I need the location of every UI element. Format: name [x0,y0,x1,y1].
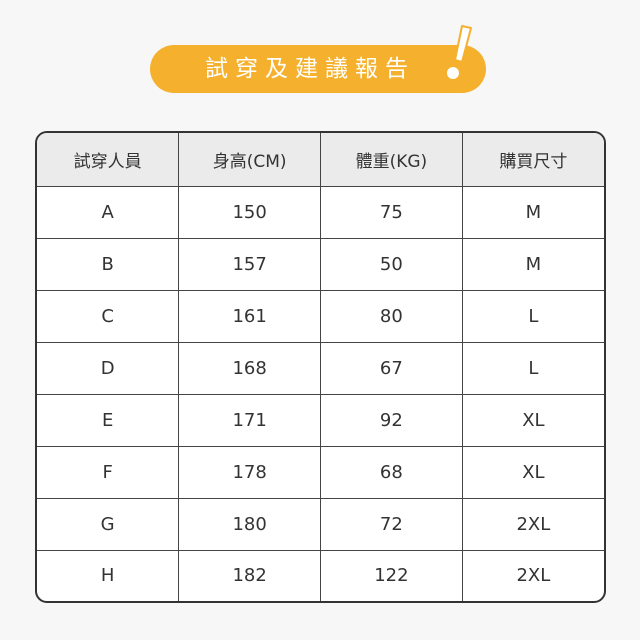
table-cell: A [37,186,180,239]
table-cell: M [461,237,604,291]
table-cell: E [37,393,180,447]
table-cell: 168 [178,341,321,395]
table-row: E 171 92 XL [37,393,604,447]
table-row: D 168 67 L [37,341,604,395]
table-cell: 68 [320,445,463,499]
table-cell: 67 [320,341,463,395]
table-cell: D [37,341,180,395]
table-cell: 92 [320,393,463,447]
table-cell: 182 [178,549,321,601]
page-title: 試穿及建議報告 [205,56,415,82]
column-header: 試穿人員 [37,133,180,187]
table-cell: 171 [178,393,321,447]
table-cell: 50 [320,237,463,291]
table-cell: XL [461,445,604,499]
column-header: 身高(CM) [178,133,321,187]
table-cell: L [461,289,604,343]
table-row: F 178 68 XL [37,445,604,499]
table-cell: 180 [178,497,321,551]
table-cell: 150 [178,186,321,239]
table-cell: G [37,497,180,551]
table-cell: 72 [320,497,463,551]
table-row: G 180 72 2XL [37,497,604,551]
table-cell: M [461,186,604,239]
table-cell: 75 [320,186,463,239]
column-header: 體重(KG) [320,133,463,187]
table-row: A 150 75 M [37,186,604,239]
table-row: C 161 80 L [37,289,604,343]
table-cell: B [37,237,180,291]
fitting-report-table: 試穿人員 身高(CM) 體重(KG) 購買尺寸 A 150 75 M B 157 50 M C 161 8… [35,131,606,603]
table-cell: H [37,549,180,601]
table-row: B 157 50 M [37,237,604,291]
table-cell: L [461,341,604,395]
table-cell: 157 [178,237,321,291]
title-banner: 試穿及建議報告 [150,45,486,93]
table-header-row: 試穿人員 身高(CM) 體重(KG) 購買尺寸 [37,133,604,187]
table-cell: 161 [178,289,321,343]
table-cell: 2XL [461,497,604,551]
table-cell: 80 [320,289,463,343]
exclamation-icon [447,25,472,79]
table-cell: 178 [178,445,321,499]
table-cell: F [37,445,180,499]
table-cell: 2XL [461,549,604,601]
table-cell: XL [461,393,604,447]
table-row: H 182 122 2XL [37,549,604,601]
table-cell: C [37,289,180,343]
table-cell: 122 [320,549,463,601]
column-header: 購買尺寸 [461,133,604,187]
